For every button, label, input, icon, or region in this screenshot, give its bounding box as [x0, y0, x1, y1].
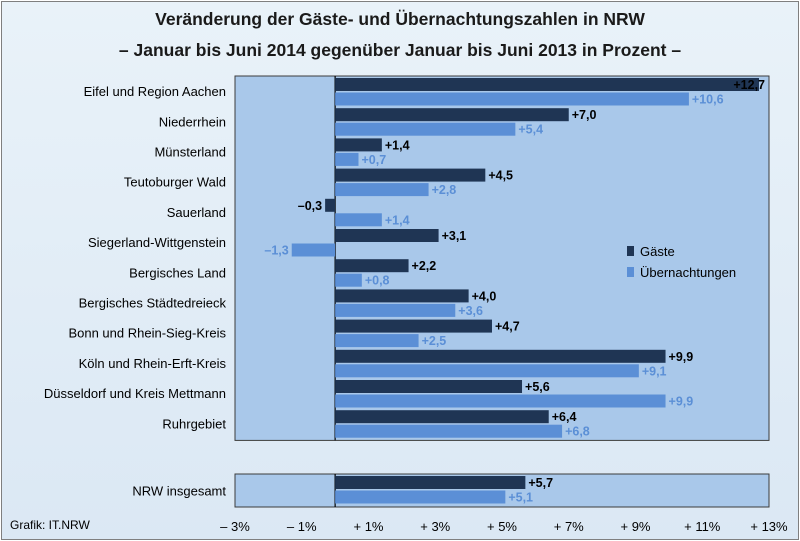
bar-gaeste [335, 138, 382, 152]
bar-uebernachtungen [335, 334, 419, 348]
chart-subtitle: – Januar bis Juni 2014 gegenüber Januar … [118, 40, 682, 60]
bar-uebernachtungen [335, 122, 516, 136]
bar-gaeste [325, 198, 336, 212]
bar-gaeste [335, 289, 469, 303]
x-tick-label: + 7% [554, 519, 584, 534]
bar-uebernachtungen [335, 92, 689, 106]
x-tick-label: – 3% [220, 519, 250, 534]
bar-gaeste [335, 108, 569, 122]
value-label-gaeste: +5,7 [528, 476, 553, 490]
value-label-gaeste: +1,4 [385, 138, 410, 152]
category-label: Teutoburger Wald [124, 175, 226, 190]
bar-uebernachtungen [291, 243, 336, 257]
bar-gaeste [335, 259, 409, 273]
legend-swatch-uebernachtungen [627, 267, 634, 277]
value-label-gaeste: +4,7 [495, 320, 520, 334]
bar-uebernachtungen [335, 273, 362, 287]
value-label-uebernachtungen: +3,6 [458, 304, 483, 318]
value-label-uebernachtungen: +5,1 [508, 491, 533, 505]
category-label: NRW insgesamt [132, 484, 226, 499]
bar-uebernachtungen [335, 364, 639, 378]
bar-uebernachtungen [335, 303, 456, 317]
category-label: Sauerland [167, 205, 226, 220]
chart-title: Veränderung der Gäste- und Übernachtungs… [155, 9, 645, 29]
value-label-gaeste: +9,9 [669, 350, 694, 364]
x-tick-label: + 9% [621, 519, 651, 534]
bar-uebernachtungen [335, 490, 506, 504]
bar-uebernachtungen [335, 394, 666, 408]
legend-swatch-gaeste [627, 246, 634, 256]
legend-label-uebernachtungen: Übernachtungen [640, 265, 736, 280]
bar-uebernachtungen [335, 213, 382, 227]
source-credit: Grafik: IT.NRW [10, 518, 90, 532]
bar-uebernachtungen [335, 424, 563, 438]
category-label: Düsseldorf und Kreis Mettmann [44, 386, 226, 401]
bar-gaeste [335, 78, 759, 91]
value-label-uebernachtungen: +10,6 [692, 93, 724, 107]
legend-label-gaeste: Gäste [640, 244, 675, 259]
value-label-gaeste: +6,4 [552, 410, 577, 424]
bar-gaeste [335, 380, 523, 393]
x-tick-label: + 13% [750, 519, 788, 534]
bar-uebernachtungen [335, 152, 359, 166]
category-label: Bonn und Rhein-Sieg-Kreis [68, 326, 226, 341]
category-label: Eifel und Region Aachen [84, 84, 226, 99]
value-label-gaeste: +3,1 [442, 229, 467, 243]
x-tick-label: + 5% [487, 519, 517, 534]
category-label: Münsterland [154, 145, 226, 160]
bar-gaeste [335, 410, 549, 424]
plot-area [234, 75, 770, 441]
value-label-uebernachtungen: +9,1 [642, 364, 667, 378]
bar-gaeste [335, 349, 666, 363]
value-label-gaeste: +7,0 [572, 108, 597, 122]
x-tick-label: – 1% [287, 519, 317, 534]
bar-gaeste [335, 319, 492, 333]
x-tick-label: + 1% [354, 519, 384, 534]
value-label-uebernachtungen: +2,8 [432, 183, 457, 197]
value-label-uebernachtungen: +0,7 [361, 153, 386, 167]
x-tick-label: + 11% [684, 519, 721, 534]
value-label-uebernachtungen: +6,8 [565, 425, 590, 439]
bar-gaeste [335, 229, 439, 242]
value-label-uebernachtungen: +9,9 [669, 395, 694, 409]
value-label-gaeste: +2,2 [412, 259, 437, 273]
value-label-uebernachtungen: +0,8 [365, 274, 390, 288]
value-label-gaeste: –0,3 [298, 199, 322, 213]
bar-uebernachtungen [335, 183, 429, 197]
bar-gaeste [335, 476, 526, 489]
value-label-uebernachtungen: +1,4 [385, 213, 410, 227]
category-label: Ruhrgebiet [162, 416, 226, 431]
category-label: Niederrhein [159, 114, 226, 129]
x-tick-label: + 3% [420, 519, 450, 534]
category-label: Siegerland-Wittgenstein [88, 235, 226, 250]
value-label-uebernachtungen: +2,5 [422, 334, 447, 348]
value-label-gaeste: +4,5 [488, 169, 513, 183]
value-label-uebernachtungen: –1,3 [264, 244, 288, 258]
category-label: Bergisches Land [129, 265, 226, 280]
value-label-gaeste: +4,0 [472, 289, 497, 303]
value-label-gaeste: +12,7 [733, 78, 765, 92]
bar-gaeste [335, 168, 486, 182]
category-label: Bergisches Städtedreieck [79, 296, 227, 311]
category-label: Köln und Rhein-Erft-Kreis [79, 356, 227, 371]
value-label-uebernachtungen: +5,4 [518, 123, 543, 137]
value-label-gaeste: +5,6 [525, 380, 550, 394]
